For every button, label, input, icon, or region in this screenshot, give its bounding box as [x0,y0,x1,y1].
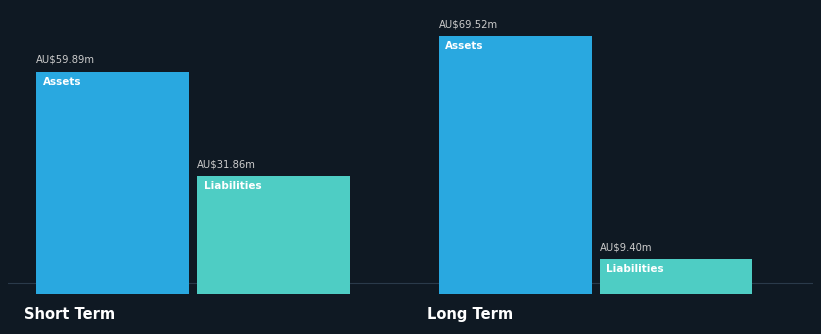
Text: AU$31.86m: AU$31.86m [197,159,256,169]
Text: AU$69.52m: AU$69.52m [438,19,498,29]
Text: Liabilities: Liabilities [606,265,663,274]
Text: AU$9.40m: AU$9.40m [599,242,652,253]
Text: Assets: Assets [43,77,81,87]
FancyBboxPatch shape [599,259,753,294]
Text: Long Term: Long Term [427,307,513,322]
Text: AU$59.89m: AU$59.89m [36,55,95,65]
FancyBboxPatch shape [438,36,592,294]
Text: Liabilities: Liabilities [204,181,261,191]
Text: Short Term: Short Term [25,307,116,322]
FancyBboxPatch shape [36,72,189,294]
FancyBboxPatch shape [197,176,351,294]
Text: Assets: Assets [445,41,484,51]
